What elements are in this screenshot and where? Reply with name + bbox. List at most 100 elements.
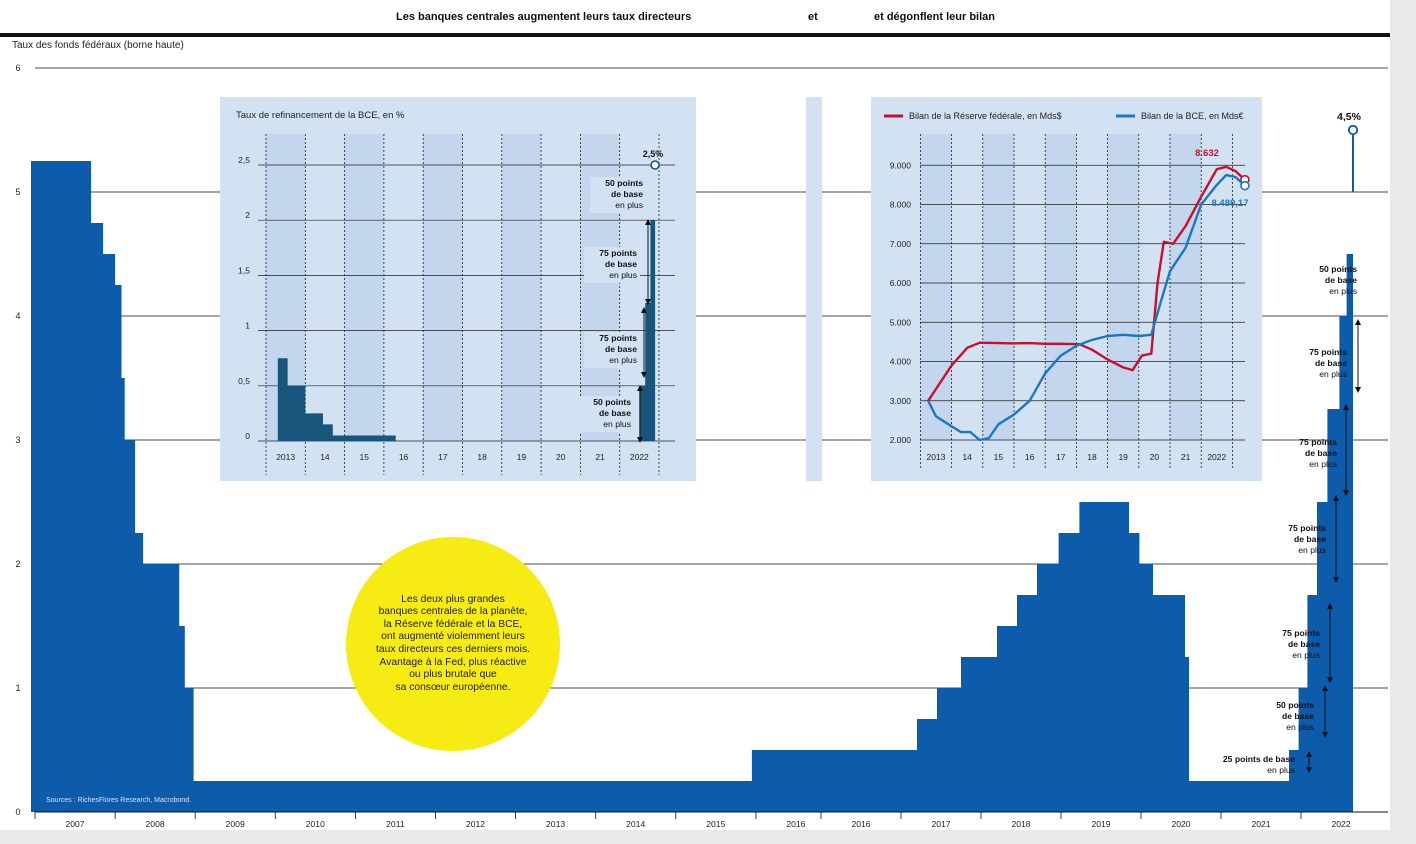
annotation-text: 75 points (1309, 347, 1347, 357)
fed-balance-line (927, 165, 1246, 402)
annotation-text: de base (1282, 711, 1314, 721)
fed-xtick-label: 2015 (706, 819, 725, 829)
annotation-bg (578, 396, 634, 432)
annotation-text: de base (1288, 639, 1320, 649)
bce-rate-end-label: 2,5% (643, 149, 664, 159)
fed-xtick-label: 2013 (546, 819, 565, 829)
annotation-text: en plus (1298, 545, 1326, 555)
annotation-text: 50 points (605, 178, 643, 188)
fed-xtick-label: 2014 (626, 819, 645, 829)
fed-xtick-label: 2012 (466, 819, 485, 829)
bilan-xtick-label: 2022 (1207, 452, 1226, 462)
fed-ytick-label: 0 (15, 807, 20, 817)
annotation-text: en plus (609, 355, 637, 365)
fed-ylabel: Taux des fonds fédéraux (borne haute) (12, 40, 184, 51)
bilan-cropped-strip (806, 97, 822, 481)
legend-label-fed: Bilan de la Réserve fédérale, en Mds$ (909, 111, 1062, 121)
bilan-year-band (920, 134, 952, 440)
fed-xtick-label: 2017 (931, 819, 950, 829)
bce-ytick-label: 2,5 (238, 155, 250, 165)
annotation-text: en plus (609, 270, 637, 280)
header-title-left: Les banques centrales augmentent leurs t… (396, 11, 692, 23)
bilan-xtick-label: 15 (994, 452, 1004, 462)
header-title-right: et dégonflent leur bilan (874, 11, 996, 23)
bilan-xtick-label: 21 (1181, 452, 1191, 462)
bce-balance-end-label: 8.480,17 (1212, 198, 1249, 209)
bce-rate-area (277, 165, 656, 441)
bce-ytick-label: 1 (245, 321, 250, 331)
bilan-year-band (1107, 134, 1139, 440)
bce-year-band (423, 134, 463, 441)
bce-xtick-label: 16 (399, 452, 409, 462)
annotation-text: en plus (1319, 369, 1347, 379)
source-note: Sources : RichesFlores Research, Macrobo… (46, 797, 192, 804)
bilan-xtick-label: 16 (1025, 452, 1035, 462)
annotation-text: 75 points (1288, 523, 1326, 533)
fed-xtick-label: 2011 (386, 819, 405, 829)
annotation-text: en plus (1286, 722, 1314, 732)
fed-ytick-label: 5 (15, 187, 20, 197)
balance-sheet-inset-chart: 2.000 3.000 4.000 5.000 6.000 7.000 8.000 9.000… (806, 97, 1262, 481)
bce-xtick-label: 17 (438, 452, 448, 462)
explanation-bubble-text: Les deux plus grandes banques centrales … (376, 593, 530, 693)
annotation-text: 50 points (593, 397, 631, 407)
bce-ytick-label: 0,5 (238, 376, 250, 386)
bce-xtick-label: 21 (595, 452, 605, 462)
fed-ytick-label: 6 (15, 63, 20, 73)
bce-xtick-label: 18 (477, 452, 487, 462)
fed-rate-end-marker (1347, 124, 1359, 136)
annotation-text: en plus (1309, 459, 1337, 469)
annotation-text: de base (611, 189, 643, 199)
bilan-ytick-label: 6.000 (890, 278, 912, 288)
fed-xtick-label: 2009 (226, 819, 245, 829)
annotation-text: en plus (615, 200, 643, 210)
bce-balance-end-marker (1240, 180, 1250, 191)
fed-xtick-label: 2020 (1171, 819, 1190, 829)
annotation-text: 75 points (1282, 628, 1320, 638)
bilan-xtick-label: 19 (1118, 452, 1128, 462)
bilan-xtick-label: 14 (962, 452, 972, 462)
fed-ytick-label: 1 (15, 683, 20, 693)
header-rule (0, 33, 1390, 37)
annotation-bg (584, 332, 640, 368)
bilan-xtick-label: 18 (1087, 452, 1097, 462)
bce-xtick-label: 15 (360, 452, 370, 462)
annotation-text: 50 points (1319, 264, 1357, 274)
annotation-text: de base (599, 408, 631, 418)
bilan-ytick-label: 4.000 (890, 357, 912, 367)
bce-xtick-label: 2013 (276, 452, 295, 462)
fed-xtick-label: 2021 (1251, 819, 1270, 829)
annotation-text: en plus (1292, 650, 1320, 660)
fed-ytick-label: 3 (15, 435, 20, 445)
annotation-text: de base (605, 344, 637, 354)
annotation-text: en plus (1329, 286, 1357, 296)
bce-balance-line (927, 173, 1246, 442)
bilan-ytick-label: 8.000 (890, 200, 912, 210)
bce-xtick-label: 14 (320, 452, 330, 462)
bilan-ytick-label: 7.000 (890, 239, 912, 249)
bilan-xtick-label: 17 (1056, 452, 1066, 462)
legend-label-bce: Bilan de la BCE, en Mds€ (1141, 111, 1244, 121)
fed-balance-end-label: 8.632 (1195, 148, 1219, 159)
header-title-mid: et (808, 11, 818, 23)
annotation-text: de base (1305, 448, 1337, 458)
fed-xtick-label: 2018 (1011, 819, 1030, 829)
annotation-text: en plus (603, 419, 631, 429)
fed-xtick-label: 2019 (1091, 819, 1110, 829)
bilan-year-band (1045, 134, 1077, 440)
fed-xtick-label: 2007 (65, 819, 84, 829)
bilan-year-band (982, 134, 1014, 440)
bce-year-band (344, 134, 384, 441)
bilan-ytick-label: 3.000 (890, 396, 912, 406)
fed-rate-area (31, 161, 1353, 812)
bilan-xtick-label: 2013 (927, 452, 946, 462)
annotation-text: de base (1315, 358, 1347, 368)
fed-rate-end-label: 4,5% (1337, 111, 1362, 123)
fed-xtick-label: 2016 (851, 819, 870, 829)
bce-xtick-label: 19 (517, 452, 527, 462)
annotation-text: 50 points (1276, 700, 1314, 710)
bilan-ytick-label: 9.000 (890, 160, 912, 170)
bce-xtick-label: 20 (556, 452, 566, 462)
annotation-bg (584, 247, 640, 283)
bce-inset-chart: 0 0,5 1 1,5 2 2,5 Taux de refinancement de la … (220, 97, 696, 481)
